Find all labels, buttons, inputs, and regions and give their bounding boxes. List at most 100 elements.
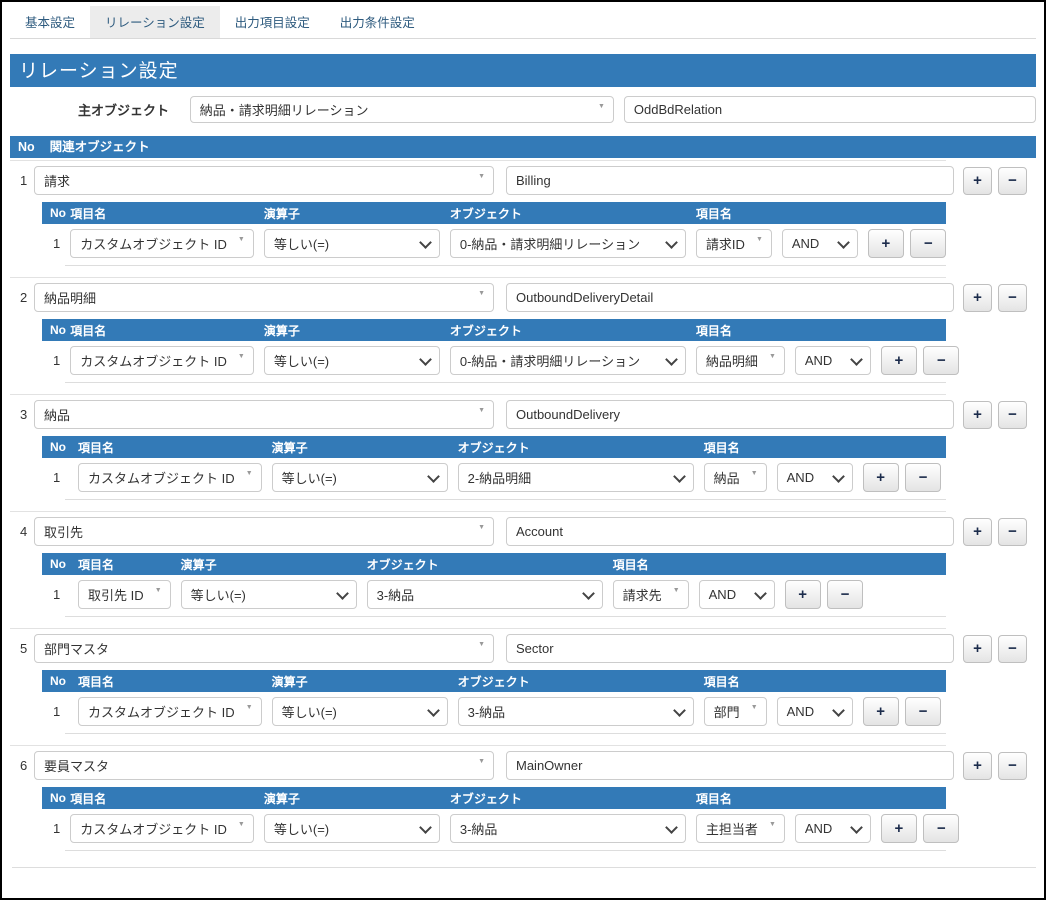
remove-condition-button[interactable]: − xyxy=(923,346,960,375)
condition-field-dropdown[interactable]: カスタムオブジェクト ID ▼ xyxy=(70,346,254,375)
condition-operator-select[interactable]: 等しい(=) xyxy=(180,580,357,609)
condition-field-dropdown[interactable]: カスタムオブジェクト ID ▼ xyxy=(70,229,254,258)
condition-object-select[interactable]: 3-納品 xyxy=(457,697,694,726)
main-object-api-name-input[interactable] xyxy=(623,96,1036,123)
related-object-section: 5 部門マスタ ▼ + − No 項目名 演算子 オブジェクト 項目名 xyxy=(10,628,1036,734)
api-name-input[interactable] xyxy=(506,283,954,312)
dropdown-arrow-icon: ▼ xyxy=(245,470,253,477)
condition-field-value: カスタムオブジェクト ID xyxy=(88,705,235,720)
add-object-button[interactable]: + xyxy=(963,517,992,546)
condition-logic-select[interactable]: AND xyxy=(776,463,853,492)
remove-object-button[interactable]: − xyxy=(998,517,1027,546)
col-header-object: オブジェクト xyxy=(366,557,439,572)
condition-object-select[interactable]: 2-納品明細 xyxy=(457,463,694,492)
main-object-dropdown[interactable]: 納品・請求明細リレーション ▼ xyxy=(189,96,614,123)
condition-field2-dropdown[interactable]: 請求ID ▼ xyxy=(695,229,772,258)
add-condition-button[interactable]: + xyxy=(784,580,821,609)
condition-field-value: 取引先 ID xyxy=(88,588,144,603)
condition-field-dropdown[interactable]: カスタムオブジェクト ID ▼ xyxy=(78,463,262,492)
condition-row: 1 取引先 ID ▼ 等しい(=) xyxy=(42,575,864,614)
dropdown-arrow-icon: ▼ xyxy=(237,821,245,828)
remove-object-button[interactable]: − xyxy=(998,400,1027,429)
related-object-dropdown[interactable]: 請求 ▼ xyxy=(34,166,494,195)
remove-condition-button[interactable]: − xyxy=(923,814,960,843)
related-object-dropdown[interactable]: 取引先 ▼ xyxy=(34,517,494,546)
related-object-dropdown[interactable]: 納品明細 ▼ xyxy=(34,283,494,312)
col-header-object: オブジェクト xyxy=(449,791,522,806)
condition-table: No 項目名 演算子 オブジェクト 項目名 1 カスタムオブジェクト ID xyxy=(42,670,946,731)
condition-object-select[interactable]: 0-納品・請求明細リレーション xyxy=(449,229,686,258)
remove-condition-button[interactable]: − xyxy=(910,229,947,258)
condition-field2-dropdown[interactable]: 主担当者 ▼ xyxy=(695,814,785,843)
remove-object-button[interactable]: − xyxy=(998,283,1027,312)
section-number: 2 xyxy=(20,290,28,305)
tab-basic-settings[interactable]: 基本設定 xyxy=(25,16,76,30)
add-condition-button[interactable]: + xyxy=(862,463,899,492)
condition-logic-select[interactable]: AND xyxy=(781,229,858,258)
col-header-field: 項目名 xyxy=(78,674,115,689)
tab-output-conditions[interactable]: 出力条件設定 xyxy=(339,16,415,30)
dropdown-arrow-icon: ▼ xyxy=(154,587,162,594)
condition-logic-value: AND xyxy=(804,353,833,368)
col-header-object: オブジェクト xyxy=(449,206,522,221)
related-object-dropdown[interactable]: 納品 ▼ xyxy=(34,400,494,429)
api-name-input[interactable] xyxy=(506,634,954,663)
add-object-button[interactable]: + xyxy=(963,166,992,195)
condition-logic-select[interactable]: AND xyxy=(794,346,871,375)
page-title: リレーション設定 xyxy=(10,54,1036,87)
add-object-button[interactable]: + xyxy=(963,400,992,429)
condition-object-select[interactable]: 3-納品 xyxy=(449,814,686,843)
condition-field2-dropdown[interactable]: 納品 ▼ xyxy=(703,463,767,492)
condition-field2-dropdown[interactable]: 納品明細 ▼ xyxy=(695,346,785,375)
condition-field2-dropdown[interactable]: 部門 ▼ xyxy=(703,697,767,726)
related-object-dropdown[interactable]: 部門マスタ ▼ xyxy=(34,634,494,663)
add-object-button[interactable]: + xyxy=(963,634,992,663)
remove-condition-button[interactable]: − xyxy=(905,463,942,492)
condition-operator-select[interactable]: 等しい(=) xyxy=(263,346,440,375)
condition-logic-value: AND xyxy=(791,236,820,251)
add-condition-button[interactable]: + xyxy=(880,814,917,843)
condition-operator-value: 等しい(=) xyxy=(273,237,330,252)
condition-operator-select[interactable]: 等しい(=) xyxy=(263,814,440,843)
add-object-button[interactable]: + xyxy=(963,283,992,312)
remove-condition-button[interactable]: − xyxy=(827,580,864,609)
tab-relation-settings[interactable]: リレーション設定 xyxy=(90,6,220,38)
remove-object-button[interactable]: − xyxy=(998,166,1027,195)
add-condition-button[interactable]: + xyxy=(880,346,917,375)
condition-object-select[interactable]: 0-納品・請求明細リレーション xyxy=(449,346,686,375)
condition-field2-dropdown[interactable]: 請求先 ▼ xyxy=(612,580,689,609)
condition-operator-select[interactable]: 等しい(=) xyxy=(271,697,448,726)
api-name-input[interactable] xyxy=(506,166,954,195)
tab-output-items[interactable]: 出力項目設定 xyxy=(234,16,310,30)
related-object-section: 6 要員マスタ ▼ + − No 項目名 演算子 オブジェクト 項目名 xyxy=(10,745,1036,851)
condition-logic-select[interactable]: AND xyxy=(794,814,871,843)
condition-logic-select[interactable]: AND xyxy=(776,697,853,726)
remove-object-button[interactable]: − xyxy=(998,751,1027,780)
add-condition-button[interactable]: + xyxy=(867,229,904,258)
col-header-no: No xyxy=(50,440,66,454)
condition-logic-select[interactable]: AND xyxy=(698,580,775,609)
api-name-input[interactable] xyxy=(506,517,954,546)
condition-operator-select[interactable]: 等しい(=) xyxy=(271,463,448,492)
api-name-input[interactable] xyxy=(506,751,954,780)
condition-field-dropdown[interactable]: カスタムオブジェクト ID ▼ xyxy=(78,697,262,726)
section-number: 3 xyxy=(20,407,28,422)
condition-field2-value: 請求先 xyxy=(622,588,662,603)
chevron-down-icon xyxy=(426,470,440,483)
related-object-row: 5 部門マスタ ▼ + − xyxy=(10,634,1036,663)
add-condition-button[interactable]: + xyxy=(862,697,899,726)
remove-condition-button[interactable]: − xyxy=(905,697,942,726)
remove-object-button[interactable]: − xyxy=(998,634,1027,663)
dropdown-arrow-icon: ▼ xyxy=(478,524,485,531)
condition-field-dropdown[interactable]: 取引先 ID ▼ xyxy=(78,580,171,609)
condition-field-dropdown[interactable]: カスタムオブジェクト ID ▼ xyxy=(70,814,254,843)
main-object-label: 主オブジェクト xyxy=(78,103,170,118)
condition-operator-select[interactable]: 等しい(=) xyxy=(263,229,440,258)
condition-object-select[interactable]: 3-納品 xyxy=(366,580,603,609)
api-name-input[interactable] xyxy=(506,400,954,429)
condition-table: No 項目名 演算子 オブジェクト 項目名 1 カスタムオブジェクト ID xyxy=(42,202,947,263)
dropdown-arrow-icon: ▼ xyxy=(478,758,485,765)
related-objects-header-title: 関連オブジェクト xyxy=(49,140,150,154)
add-object-button[interactable]: + xyxy=(963,751,992,780)
related-object-dropdown[interactable]: 要員マスタ ▼ xyxy=(34,751,494,780)
